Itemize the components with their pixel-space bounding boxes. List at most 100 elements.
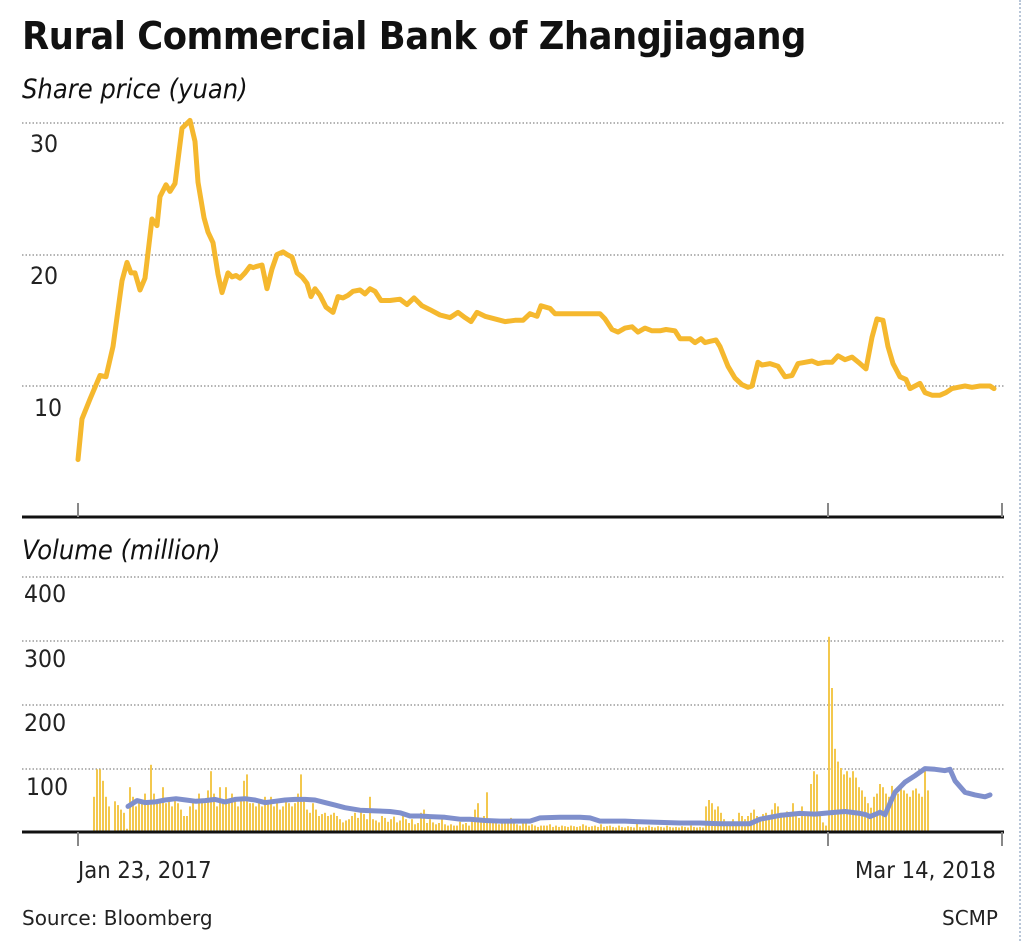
- volume-bar: [687, 827, 689, 832]
- volume-bar: [99, 769, 101, 832]
- volume-bar: [492, 820, 494, 832]
- volume-bar: [561, 825, 563, 832]
- volume-bar: [729, 824, 731, 832]
- volume-bar: [300, 774, 302, 832]
- volume-bar: [807, 816, 809, 832]
- volume-bar: [642, 827, 644, 832]
- price-line: [75, 117, 997, 463]
- volume-bar: [888, 796, 890, 832]
- volume-bar: [813, 771, 815, 832]
- volume-bar: [543, 825, 545, 832]
- volume-bar: [252, 803, 254, 832]
- volume-bar: [609, 825, 611, 832]
- volume-bar: [306, 809, 308, 832]
- volume-bar: [822, 822, 824, 832]
- volume-bar: [264, 796, 266, 832]
- volume-tick-100: 100: [26, 773, 69, 801]
- volume-bar: [108, 806, 110, 832]
- volume-bar: [756, 816, 758, 832]
- volume-bar: [279, 809, 281, 832]
- volume-bar: [816, 774, 818, 832]
- volume-bar: [315, 809, 317, 832]
- volume-bar: [381, 816, 383, 832]
- price-panel-label: Share price (yuan): [22, 74, 248, 105]
- volume-bar: [396, 822, 398, 832]
- volume-bar: [918, 793, 920, 832]
- volume-bar: [636, 823, 638, 832]
- volume-bar: [828, 636, 830, 832]
- volume-moving-average-line: [125, 766, 993, 827]
- volume-bar: [453, 825, 455, 832]
- volume-bar: [351, 816, 353, 832]
- volume-bar: [714, 809, 716, 832]
- volume-bar: [870, 807, 872, 832]
- volume-bar: [225, 787, 227, 832]
- price-tick-10: 10: [34, 394, 63, 422]
- volume-bar: [921, 796, 923, 832]
- volume-bar: [357, 817, 359, 832]
- volume-bar: [726, 822, 728, 832]
- volume-bar: [411, 819, 413, 832]
- volume-bar: [597, 826, 599, 832]
- volume-bar: [588, 826, 590, 832]
- volume-bar: [312, 803, 314, 832]
- volume-bar: [447, 825, 449, 832]
- volume-bar: [669, 826, 671, 832]
- price-tick-20: 20: [30, 262, 59, 290]
- volume-bar: [519, 825, 521, 832]
- source-note: Source: Bloomberg: [22, 906, 213, 930]
- volume-bar: [432, 822, 434, 832]
- volume-bar: [570, 825, 572, 832]
- volume-bar: [186, 816, 188, 832]
- volume-bar: [258, 800, 260, 832]
- volume-bar: [600, 824, 602, 832]
- volume-bar: [249, 803, 251, 832]
- volume-bar: [576, 826, 578, 832]
- volume-bar: [675, 826, 677, 832]
- volume-tick-400: 400: [24, 580, 67, 608]
- volume-bar: [318, 816, 320, 832]
- volume-bar: [237, 806, 239, 832]
- volume-bar: [162, 787, 164, 832]
- publisher-credit: SCMP: [942, 906, 998, 930]
- volume-bar: [717, 806, 719, 832]
- volume-bar: [897, 793, 899, 832]
- volume-bar: [480, 819, 482, 832]
- volume-bar: [234, 800, 236, 832]
- volume-bar: [387, 821, 389, 832]
- volume-bar: [273, 806, 275, 832]
- volume-bar: [342, 822, 344, 832]
- volume-bar: [708, 800, 710, 832]
- volume-bar: [393, 816, 395, 832]
- volume-bar: [414, 824, 416, 832]
- volume-bar: [324, 812, 326, 832]
- volume-bar: [348, 819, 350, 832]
- volume-bar: [900, 787, 902, 832]
- volume-bar: [612, 826, 614, 832]
- volume-bar: [915, 788, 917, 832]
- volume-bar: [564, 826, 566, 832]
- volume-bar: [606, 826, 608, 832]
- volume-bar: [660, 826, 662, 832]
- volume-bar: [468, 825, 470, 832]
- volume-bar: [624, 827, 626, 832]
- volume-bar: [654, 827, 656, 832]
- chart-title: Rural Commercial Bank of Zhangjiagang: [22, 14, 806, 58]
- volume-bar: [297, 793, 299, 832]
- volume-bar: [924, 768, 926, 832]
- volume-bar: [582, 824, 584, 832]
- volume-bar: [168, 800, 170, 832]
- volume-bar: [360, 809, 362, 832]
- volume-bar: [840, 768, 842, 832]
- volume-bar: [153, 793, 155, 832]
- volume-bar: [573, 826, 575, 832]
- volume-bar: [465, 823, 467, 832]
- volume-bar: [417, 823, 419, 832]
- volume-bar: [777, 806, 779, 832]
- volume-bar: [630, 826, 632, 832]
- volume-bar: [759, 819, 761, 832]
- volume-bar: [276, 803, 278, 832]
- volume-bar: [504, 819, 506, 832]
- volume-bar: [147, 800, 149, 832]
- volume-bar: [855, 777, 857, 832]
